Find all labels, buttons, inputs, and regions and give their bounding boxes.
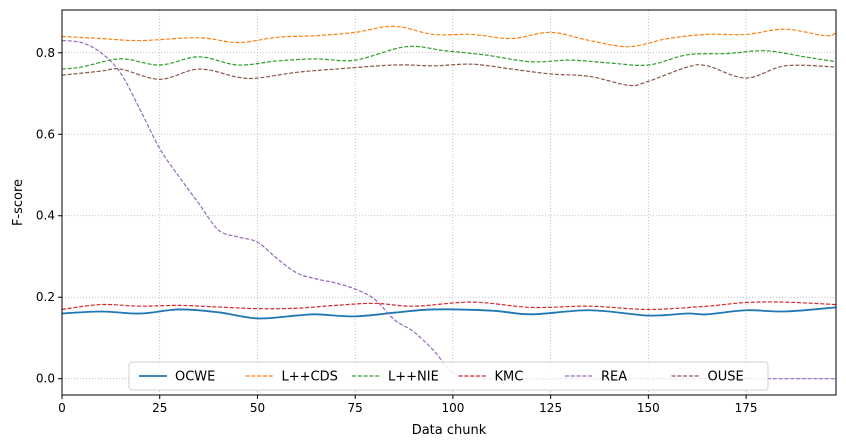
x-tick-label: 100 — [441, 401, 464, 415]
x-tick-label: 25 — [152, 401, 167, 415]
legend-label: L++NIE — [388, 370, 439, 385]
y-tick-label: 0.2 — [36, 290, 55, 304]
grid — [61, 10, 836, 395]
legend-label: KMC — [495, 370, 524, 385]
x-tick-label: 125 — [539, 401, 562, 415]
legend-box — [128, 361, 769, 391]
series-lines — [61, 25, 837, 380]
x-axis-ticks: 0 25 50 75 100 125 150 175 — [58, 395, 758, 415]
y-tick-label: 0.0 — [36, 372, 55, 386]
x-axis-label: Data chunk — [412, 423, 487, 438]
legend-label: REA — [601, 370, 627, 385]
series-line-ocwe — [61, 306, 837, 320]
plot-frame — [61, 9, 837, 396]
legend-label: L++CDS — [282, 370, 338, 385]
series-line-l-nie — [61, 45, 837, 70]
legend-label: OCWE — [175, 370, 215, 385]
series-line-kmc — [61, 301, 837, 311]
y-tick-label: 0.6 — [36, 127, 55, 141]
series-line-l-cds — [61, 25, 837, 48]
legend-label: OUSE — [708, 370, 744, 385]
y-tick-label: 0.4 — [36, 209, 55, 223]
x-tick-label: 175 — [735, 401, 758, 415]
series-line-ouse — [61, 63, 837, 87]
series-line-rea — [61, 39, 836, 380]
x-tick-label: 75 — [348, 401, 363, 415]
x-tick-label: 0 — [58, 401, 66, 415]
y-axis-ticks: 0.0 0.2 0.4 0.6 0.8 — [36, 46, 62, 386]
y-tick-label: 0.8 — [36, 46, 55, 60]
y-axis-label: F-score — [11, 179, 26, 226]
legend: OCWE L++CDS L++NIE KMC REA OUSE — [128, 361, 769, 391]
x-tick-label: 150 — [637, 401, 660, 415]
x-tick-label: 50 — [250, 401, 265, 415]
